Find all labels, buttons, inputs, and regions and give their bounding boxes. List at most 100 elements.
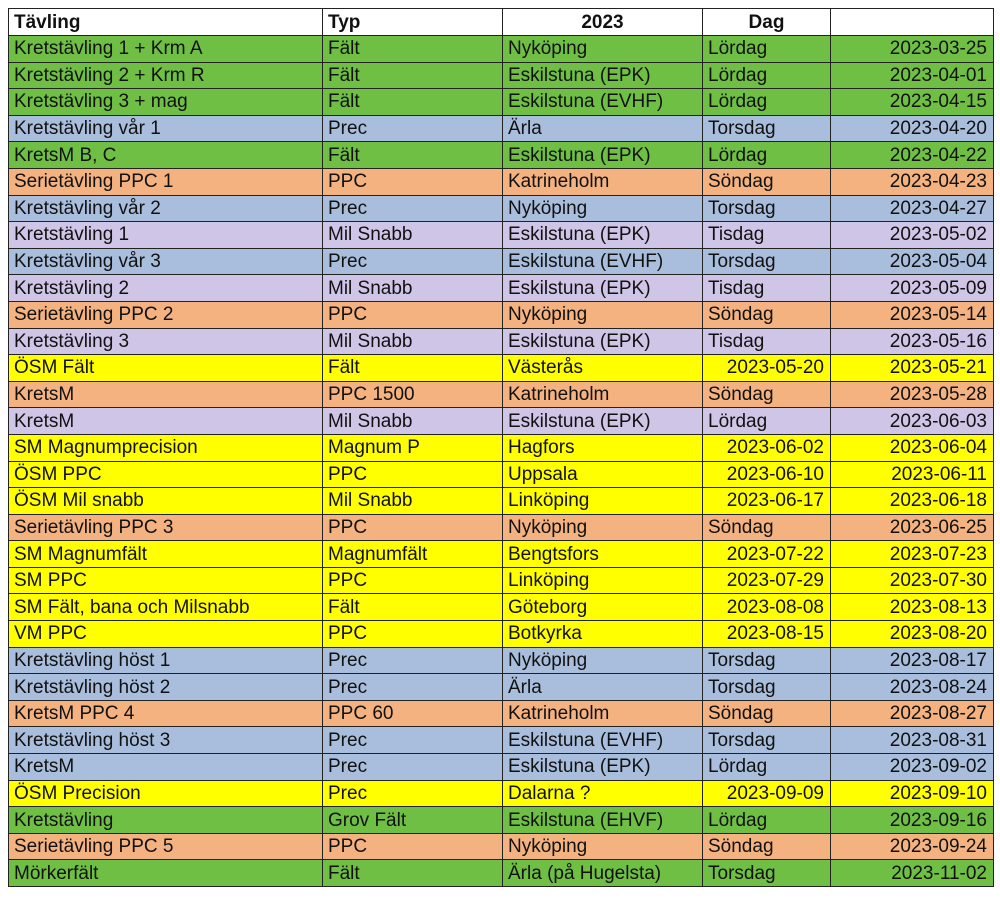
cell-datum: 2023-09-10 [830,779,994,808]
cell-dag: 2023-08-15 [702,620,831,648]
cell-dag: Tisdag [702,221,831,249]
cell-dag: 2023-07-22 [702,540,831,568]
cell-datum: 2023-05-04 [830,247,994,276]
cell-datum: 2023-04-20 [830,114,994,143]
cell-ort: Eskilstuna (EPK) [502,407,703,435]
table-row: ÖSM Mil snabb Mil Snabb Linköping 2023-06-1… [8,487,994,515]
cell-typ: Prec [322,779,503,808]
cell-tavling: Serietävling PPC 2 [8,300,323,329]
cell-typ: Fält [322,354,503,382]
cell-typ: Prec [322,247,503,276]
cell-ort: Göteborg [502,593,703,622]
cell-ort: Eskilstuna (EPK) [502,327,703,356]
cell-typ: Fält [322,141,503,169]
table-row: ÖSM PPC PPC Uppsala 2023-06-10 2023-06-11 [8,460,994,489]
cell-tavling: ÖSM Fält [8,354,323,382]
cell-tavling: Serietävling PPC 1 [8,167,323,196]
cell-datum: 2023-06-18 [830,487,994,515]
table-row: Kretstävling höst 1 Prec Nyköping Torsdag 20… [8,646,994,675]
cell-typ: Prec [322,646,503,675]
cell-ort: Katrineholm [502,380,703,409]
cell-typ: Fält [322,593,503,622]
cell-tavling: KretsM [8,753,323,781]
cell-dag: Lördag [702,753,831,781]
cell-tavling: Kretstävling höst 3 [8,726,323,755]
cell-dag: Lördag [702,61,831,90]
cell-tavling: KretsM [8,380,323,409]
table-row: KretsM PPC 1500 Katrineholm Söndag 2023-05-2… [8,380,994,409]
cell-typ: Fält [322,88,503,116]
cell-dag: Torsdag [702,726,831,755]
cell-datum: 2023-07-23 [830,540,994,568]
cell-dag: Söndag [702,300,831,329]
cell-dag: Tisdag [702,274,831,302]
cell-dag: 2023-07-29 [702,566,831,595]
table-row: VM PPC PPC Botkyrka 2023-08-15 2023-08-20 [8,620,994,648]
cell-datum: 2023-04-27 [830,194,994,223]
cell-ort: Nyköping [502,513,703,542]
cell-ort: Ärla (på Hugelsta) [502,859,703,887]
cell-tavling: ÖSM Precision [8,779,323,808]
table-body: Kretstävling 1 + Krm A Fält Nyköping Lördag… [8,35,994,887]
header-datum [830,8,994,36]
cell-ort: Bengtsfors [502,540,703,568]
cell-datum: 2023-05-14 [830,300,994,329]
cell-datum: 2023-08-20 [830,620,994,648]
cell-tavling: SM Magnumfält [8,540,323,568]
cell-typ: Prec [322,194,503,223]
table-row: Serietävling PPC 2 PPC Nyköping Söndag 2023-… [8,300,994,329]
cell-ort: Dalarna ? [502,779,703,808]
cell-ort: Eskilstuna (EVHF) [502,726,703,755]
table-row: Kretstävling vår 3 Prec Eskilstuna (EVHF) T… [8,247,994,276]
cell-tavling: ÖSM PPC [8,460,323,489]
cell-dag: Torsdag [702,194,831,223]
cell-typ: PPC [322,566,503,595]
cell-typ: Magnumfält [322,540,503,568]
cell-datum: 2023-05-21 [830,354,994,382]
cell-ort: Eskilstuna (EVHF) [502,247,703,276]
cell-datum: 2023-09-16 [830,806,994,834]
header-tavling: Tävling [8,8,323,36]
cell-ort: Eskilstuna (EVHF) [502,88,703,116]
cell-datum: 2023-05-09 [830,274,994,302]
cell-tavling: VM PPC [8,620,323,648]
cell-typ: PPC 60 [322,699,503,728]
cell-tavling: SM Fält, bana och Milsnabb [8,593,323,622]
cell-typ: PPC [322,620,503,648]
cell-ort: Nyköping [502,194,703,223]
table-row: Kretstävling 3 + mag Fält Eskilstuna (EVHF… [8,88,994,116]
cell-typ: PPC 1500 [322,380,503,409]
cell-tavling: Kretstävling 3 + mag [8,88,323,116]
cell-ort: Katrineholm [502,167,703,196]
table-row: Kretstävling 1 + Krm A Fält Nyköping Lördag… [8,35,994,63]
table-row: KretsM PPC 4 PPC 60 Katrineholm Söndag 2023-… [8,699,994,728]
cell-datum: 2023-08-24 [830,673,994,701]
table-row: Kretstävling 2 Mil Snabb Eskilstuna (EPK) T… [8,274,994,302]
table-row: KretsM Mil Snabb Eskilstuna (EPK) Lördag 202… [8,407,994,435]
cell-tavling: Kretstävling höst 2 [8,673,323,701]
cell-datum: 2023-09-02 [830,753,994,781]
table-row: Kretstävling vår 2 Prec Nyköping Torsdag 202… [8,194,994,223]
cell-dag: Lördag [702,88,831,116]
cell-ort: Botkyrka [502,620,703,648]
cell-tavling: KretsM B, C [8,141,323,169]
cell-typ: PPC [322,832,503,861]
cell-dag: 2023-05-20 [702,354,831,382]
cell-typ: Fält [322,859,503,887]
cell-dag: Lördag [702,141,831,169]
table-row: Serietävling PPC 5 PPC Nyköping Söndag 2023-… [8,832,994,861]
cell-dag: 2023-08-08 [702,593,831,622]
table-row: Serietävling PPC 1 PPC Katrineholm Söndag 20… [8,167,994,196]
cell-ort: Linköping [502,487,703,515]
cell-tavling: Kretstävling 1 + Krm A [8,35,323,63]
cell-dag: Söndag [702,513,831,542]
cell-datum: 2023-07-30 [830,566,994,595]
header-row: Tävling Typ 2023 Dag [8,8,994,36]
table-row: ÖSM Precision Prec Dalarna ? 2023-09-09 2023… [8,779,994,808]
cell-typ: Mil Snabb [322,327,503,356]
cell-typ: Mil Snabb [322,221,503,249]
table-row: SM Magnumfält Magnumfält Bengtsfors 2023-07… [8,540,994,568]
table-row: SM Fält, bana och Milsnabb Fält Göteborg 20… [8,593,994,622]
cell-tavling: SM PPC [8,566,323,595]
cell-datum: 2023-06-25 [830,513,994,542]
